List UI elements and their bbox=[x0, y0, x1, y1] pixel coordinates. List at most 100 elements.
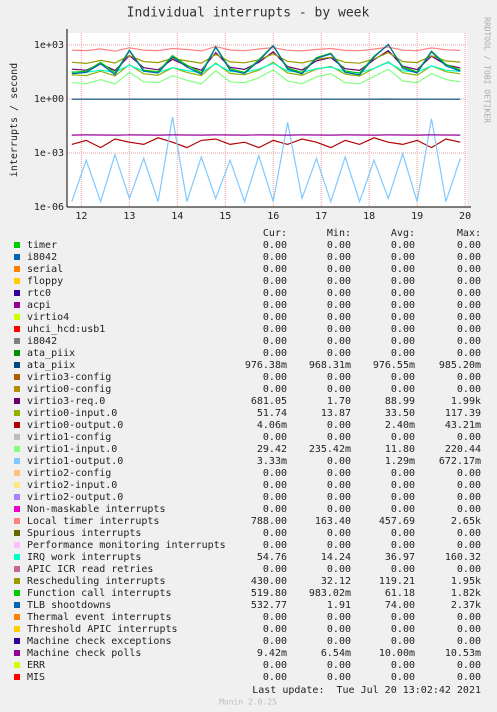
legend-value: 10.00m bbox=[379, 648, 415, 659]
legend-value: 0.00 bbox=[263, 384, 287, 395]
legend-label: Threshold APIC interrupts bbox=[27, 624, 178, 635]
legend-value: 532.77 bbox=[251, 600, 287, 611]
legend-value: 0.00 bbox=[457, 528, 481, 539]
legend-value: 0.00 bbox=[327, 300, 351, 311]
series-line bbox=[71, 137, 461, 149]
legend-value: 0.00 bbox=[327, 420, 351, 431]
legend-value: 0.00 bbox=[391, 540, 415, 551]
legend-value: 2.40m bbox=[385, 420, 415, 431]
legend-value: 0.00 bbox=[263, 252, 287, 263]
legend-value: 519.80 bbox=[251, 588, 287, 599]
legend-value: 0.00 bbox=[391, 324, 415, 335]
legend-value: 0.00 bbox=[391, 300, 415, 311]
legend-value: 0.00 bbox=[391, 624, 415, 635]
legend-value: 0.00 bbox=[263, 504, 287, 515]
legend-value: 0.00 bbox=[327, 336, 351, 347]
legend-header: Cur: bbox=[263, 228, 287, 239]
legend-value: 0.00 bbox=[457, 384, 481, 395]
series-line bbox=[71, 45, 461, 52]
legend-value: 0.00 bbox=[391, 372, 415, 383]
legend-value: 0.00 bbox=[263, 288, 287, 299]
legend-value: 74.00 bbox=[385, 600, 415, 611]
legend-value: 457.69 bbox=[379, 516, 415, 527]
legend-label: virtio2-config bbox=[27, 468, 111, 479]
legend-value: 976.38m bbox=[245, 360, 287, 371]
legend-swatch bbox=[14, 446, 20, 452]
legend-value: 2.65k bbox=[451, 516, 481, 527]
legend-swatch bbox=[14, 278, 20, 284]
y-axis-label: interrupts / second bbox=[9, 63, 20, 177]
legend-value: 160.32 bbox=[445, 552, 481, 563]
legend-label: virtio3-req.0 bbox=[27, 396, 105, 407]
x-tick-label: 18 bbox=[363, 211, 375, 222]
legend-swatch bbox=[14, 626, 20, 632]
legend-label: virtio2-input.0 bbox=[27, 480, 117, 491]
legend-value: 0.00 bbox=[263, 540, 287, 551]
x-tick-label: 12 bbox=[75, 211, 87, 222]
legend-value: 1.70 bbox=[327, 396, 351, 407]
legend-value: 0.00 bbox=[263, 612, 287, 623]
legend-swatch bbox=[14, 578, 20, 584]
legend-value: 968.31m bbox=[309, 360, 351, 371]
legend-value: 0.00 bbox=[457, 612, 481, 623]
legend-value: 0.00 bbox=[391, 336, 415, 347]
legend-value: 0.00 bbox=[327, 660, 351, 671]
legend-value: 0.00 bbox=[391, 480, 415, 491]
legend-label: APIC ICR read retries bbox=[27, 564, 153, 575]
legend-label: Machine check polls bbox=[27, 648, 141, 659]
legend-header: Min: bbox=[327, 228, 351, 239]
legend-value: 0.00 bbox=[327, 264, 351, 275]
legend-value: 14.24 bbox=[321, 552, 351, 563]
legend-swatch bbox=[14, 422, 20, 428]
legend-swatch bbox=[14, 506, 20, 512]
legend-value: 0.00 bbox=[327, 348, 351, 359]
legend-value: 0.00 bbox=[457, 240, 481, 251]
plot-area bbox=[67, 33, 467, 207]
legend-swatch bbox=[14, 674, 20, 680]
legend-value: 0.00 bbox=[263, 432, 287, 443]
legend-value: 0.00 bbox=[391, 672, 415, 683]
legend-value: 0.00 bbox=[391, 276, 415, 287]
legend-label: virtio1-config bbox=[27, 432, 111, 443]
legend-value: 0.00 bbox=[327, 540, 351, 551]
legend-value: 430.00 bbox=[251, 576, 287, 587]
legend-swatch bbox=[14, 434, 20, 440]
legend-value: 0.00 bbox=[263, 636, 287, 647]
legend-value: 10.53m bbox=[445, 648, 481, 659]
legend-value: 6.54m bbox=[321, 648, 351, 659]
legend-label: virtio0-output.0 bbox=[27, 420, 123, 431]
series-line bbox=[71, 61, 461, 74]
legend-swatch bbox=[14, 410, 20, 416]
legend-value: 0.00 bbox=[457, 252, 481, 263]
legend-value: 0.00 bbox=[327, 384, 351, 395]
legend-value: 0.00 bbox=[457, 336, 481, 347]
legend-swatch bbox=[14, 542, 20, 548]
legend-swatch bbox=[14, 254, 20, 260]
legend-value: 0.00 bbox=[263, 264, 287, 275]
x-tick-label: 16 bbox=[267, 211, 279, 222]
legend-label: serial bbox=[27, 264, 63, 275]
legend-label: acpi bbox=[27, 300, 51, 311]
legend-value: 0.00 bbox=[457, 432, 481, 443]
chart-title: Individual interrupts - by week bbox=[127, 6, 370, 21]
legend-value: 0.00 bbox=[457, 672, 481, 683]
legend-value: 0.00 bbox=[391, 636, 415, 647]
legend-value: 0.00 bbox=[391, 504, 415, 515]
legend-label: virtio2-output.0 bbox=[27, 492, 123, 503]
legend-value: 88.99 bbox=[385, 396, 415, 407]
legend-value: 0.00 bbox=[263, 300, 287, 311]
legend-label: Thermal event interrupts bbox=[27, 612, 172, 623]
legend-value: 1.95k bbox=[451, 576, 481, 587]
legend-value: 117.39 bbox=[445, 408, 481, 419]
x-tick-label: 17 bbox=[315, 211, 327, 222]
legend-value: 0.00 bbox=[263, 672, 287, 683]
legend-value: 0.00 bbox=[457, 264, 481, 275]
legend-label: Spurious interrupts bbox=[27, 528, 141, 539]
legend-value: 681.05 bbox=[251, 396, 287, 407]
series-line bbox=[71, 68, 461, 85]
legend-value: 0.00 bbox=[327, 468, 351, 479]
legend-value: 0.00 bbox=[327, 324, 351, 335]
legend-swatch bbox=[14, 530, 20, 536]
legend-value: 119.21 bbox=[379, 576, 415, 587]
legend-value: 9.42m bbox=[257, 648, 287, 659]
